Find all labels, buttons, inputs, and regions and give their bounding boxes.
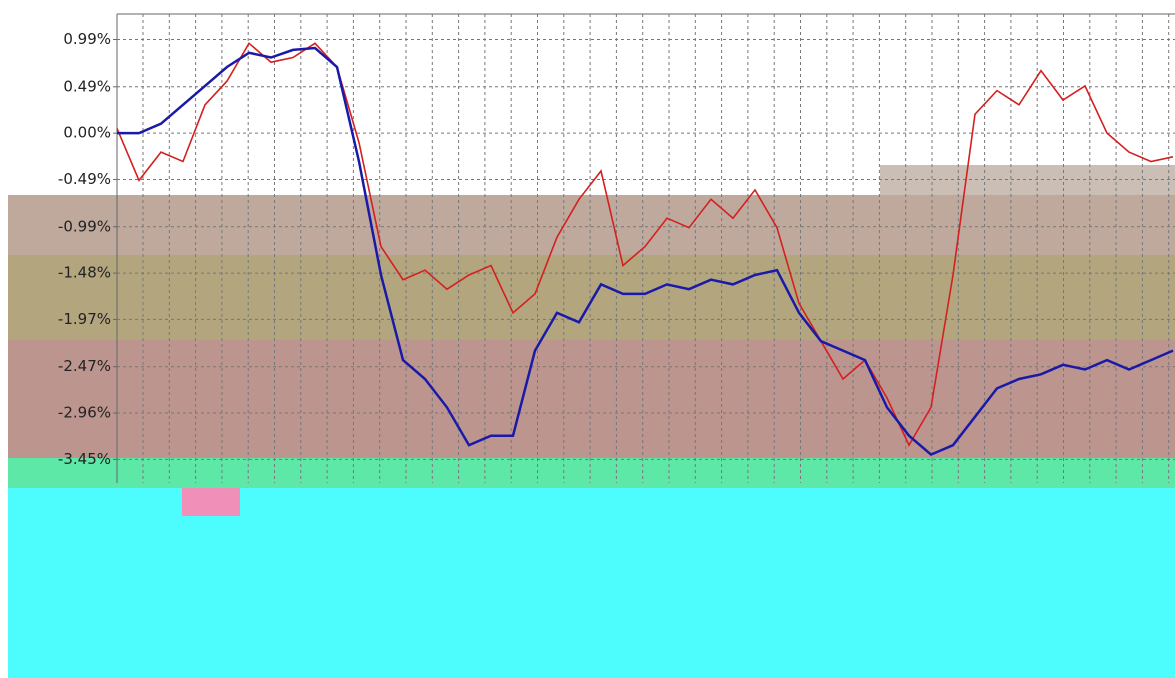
band [182, 488, 240, 516]
y-tick-label: -2.96% [58, 404, 111, 422]
series-line [117, 46, 1174, 457]
y-tick-label: -0.49% [58, 170, 111, 188]
y-tick-label: 0.49% [63, 77, 111, 95]
band [8, 255, 1175, 340]
band [8, 458, 1175, 488]
glitch-bands [8, 165, 1175, 516]
plot-area: 0.99% 0.49% 0.00% -0.49% -0.99% -1.48% -1.97% -… [58, 13, 1175, 483]
band [8, 195, 1175, 255]
y-tick-label: -0.99% [58, 217, 111, 235]
band [8, 488, 1175, 678]
series-line [116, 42, 1174, 447]
y-tick-label: -1.97% [58, 310, 111, 328]
y-tick-label: 0.00% [63, 124, 111, 142]
band [880, 165, 1175, 195]
y-tick-label: -3.45% [58, 450, 111, 468]
y-tick-label: -1.48% [58, 264, 111, 282]
y-tick-label: -2.47% [58, 357, 111, 375]
y-tick-label: 0.99% [63, 30, 111, 48]
band [8, 340, 1175, 458]
